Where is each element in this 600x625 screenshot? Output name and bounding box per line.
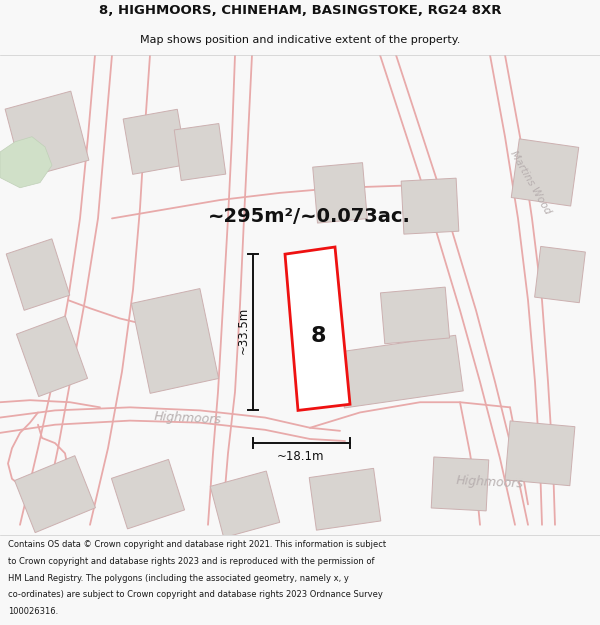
Text: ~33.5m: ~33.5m: [236, 307, 250, 354]
Text: 8, HIGHMOORS, CHINEHAM, BASINGSTOKE, RG24 8XR: 8, HIGHMOORS, CHINEHAM, BASINGSTOKE, RG2…: [99, 4, 501, 18]
Polygon shape: [535, 246, 586, 302]
Polygon shape: [511, 139, 579, 206]
Polygon shape: [285, 247, 350, 411]
Polygon shape: [401, 178, 459, 234]
Polygon shape: [0, 137, 52, 188]
Polygon shape: [313, 162, 367, 223]
Text: ~18.1m: ~18.1m: [277, 450, 325, 463]
Text: Highmoors: Highmoors: [456, 474, 524, 490]
Polygon shape: [112, 459, 185, 529]
Polygon shape: [210, 471, 280, 538]
Polygon shape: [309, 468, 381, 530]
Polygon shape: [131, 289, 218, 393]
Text: to Crown copyright and database rights 2023 and is reproduced with the permissio: to Crown copyright and database rights 2…: [8, 557, 374, 566]
Polygon shape: [16, 316, 88, 396]
Polygon shape: [431, 457, 489, 511]
Polygon shape: [505, 421, 575, 486]
Polygon shape: [380, 287, 449, 344]
Polygon shape: [174, 124, 226, 181]
Text: co-ordinates) are subject to Crown copyright and database rights 2023 Ordnance S: co-ordinates) are subject to Crown copyr…: [8, 591, 383, 599]
Text: Martins Wood: Martins Wood: [508, 149, 552, 216]
Polygon shape: [14, 456, 95, 532]
Polygon shape: [5, 91, 89, 178]
Text: Contains OS data © Crown copyright and database right 2021. This information is : Contains OS data © Crown copyright and d…: [8, 541, 386, 549]
Text: Map shows position and indicative extent of the property.: Map shows position and indicative extent…: [140, 34, 460, 44]
Polygon shape: [6, 239, 70, 311]
Text: Highmoors: Highmoors: [154, 411, 222, 427]
Polygon shape: [123, 109, 187, 174]
Text: 100026316.: 100026316.: [8, 607, 58, 616]
Polygon shape: [337, 335, 463, 408]
Text: HM Land Registry. The polygons (including the associated geometry, namely x, y: HM Land Registry. The polygons (includin…: [8, 574, 349, 582]
Text: 8: 8: [310, 326, 326, 346]
Text: ~295m²/~0.073ac.: ~295m²/~0.073ac.: [208, 207, 411, 226]
